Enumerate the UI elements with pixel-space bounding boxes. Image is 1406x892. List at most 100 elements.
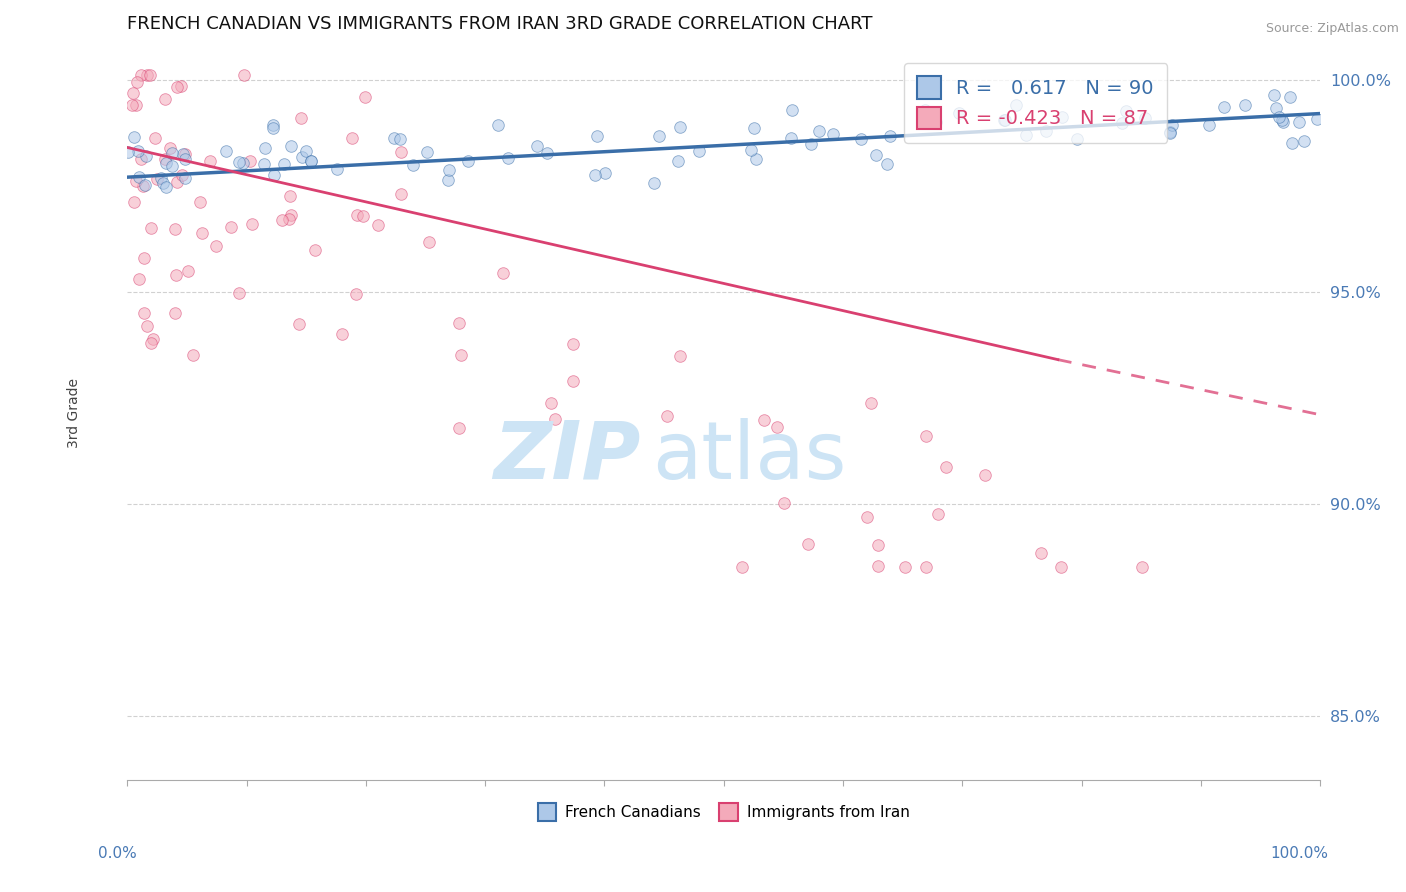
Point xyxy=(159,141,181,155)
Point xyxy=(278,212,301,227)
Point xyxy=(915,428,938,442)
Point xyxy=(1292,134,1315,148)
Point xyxy=(914,103,936,117)
Point xyxy=(744,153,766,167)
Point xyxy=(367,218,389,232)
Point xyxy=(252,157,274,171)
Point xyxy=(1160,118,1182,132)
Point xyxy=(205,238,228,252)
Point xyxy=(536,145,558,160)
Point xyxy=(170,168,193,182)
Point xyxy=(153,152,176,166)
Point xyxy=(125,98,148,112)
Point xyxy=(239,154,262,169)
Point xyxy=(215,144,238,158)
Point xyxy=(1050,110,1073,124)
Point xyxy=(389,132,412,146)
Point xyxy=(299,153,322,168)
Point xyxy=(1111,116,1133,130)
Point xyxy=(1159,124,1181,138)
Point xyxy=(418,235,440,250)
Point xyxy=(927,508,949,522)
Point xyxy=(221,219,243,234)
Point xyxy=(127,144,149,158)
Point xyxy=(232,156,254,170)
Point xyxy=(866,538,889,552)
Point xyxy=(233,68,256,82)
Point xyxy=(176,263,198,277)
Point xyxy=(540,396,562,410)
Point xyxy=(173,147,195,161)
Point xyxy=(280,138,302,153)
Point xyxy=(583,168,606,182)
Point xyxy=(993,113,1015,128)
Text: atlas: atlas xyxy=(652,417,846,496)
Legend: French Canadians, Immigrants from Iran: French Canadians, Immigrants from Iran xyxy=(531,797,915,827)
Point xyxy=(155,92,177,106)
Point xyxy=(1130,560,1153,574)
Point xyxy=(129,153,152,167)
Point xyxy=(346,208,368,222)
Point xyxy=(330,327,353,342)
Point xyxy=(136,68,159,82)
Point xyxy=(1234,98,1257,112)
Point xyxy=(146,171,169,186)
Text: 100.0%: 100.0% xyxy=(1271,847,1329,861)
Point xyxy=(668,349,690,363)
Point xyxy=(1264,101,1286,115)
Point xyxy=(688,145,710,159)
Point xyxy=(851,132,873,146)
Point xyxy=(1133,112,1156,126)
Point xyxy=(740,143,762,157)
Point xyxy=(868,559,890,574)
Point xyxy=(291,150,314,164)
Point xyxy=(382,130,405,145)
Point xyxy=(294,144,316,158)
Point xyxy=(139,335,162,350)
Point xyxy=(1279,90,1302,104)
Point xyxy=(1005,98,1028,112)
Point xyxy=(136,318,159,333)
Point xyxy=(121,86,143,100)
Point xyxy=(155,179,177,194)
Point xyxy=(526,139,548,153)
Point xyxy=(280,208,302,222)
Point xyxy=(796,537,818,551)
Point xyxy=(172,146,194,161)
Point xyxy=(1212,100,1234,114)
Point xyxy=(240,217,263,231)
Point xyxy=(135,149,157,163)
Text: 3rd Grade: 3rd Grade xyxy=(66,377,80,448)
Point xyxy=(228,286,250,301)
Point xyxy=(994,112,1017,127)
Point xyxy=(1115,103,1137,118)
Point xyxy=(152,176,174,190)
Point xyxy=(181,348,204,362)
Point xyxy=(669,120,692,135)
Point xyxy=(389,186,412,201)
Point xyxy=(865,148,887,162)
Point xyxy=(543,411,565,425)
Point xyxy=(290,111,312,125)
Point xyxy=(1049,560,1071,574)
Point xyxy=(198,153,221,168)
Point xyxy=(973,467,995,482)
Point xyxy=(1066,132,1088,146)
Point xyxy=(122,195,145,210)
Point xyxy=(128,272,150,286)
Point xyxy=(439,162,461,177)
Point xyxy=(1159,126,1181,140)
Point xyxy=(562,374,585,388)
Point xyxy=(925,115,948,129)
Point xyxy=(780,131,803,145)
Point xyxy=(191,226,214,240)
Point xyxy=(352,209,374,223)
Point xyxy=(1015,128,1038,142)
Point xyxy=(128,169,150,184)
Point xyxy=(1281,136,1303,151)
Point xyxy=(125,174,148,188)
Point xyxy=(134,178,156,192)
Point xyxy=(561,337,583,351)
Point xyxy=(742,120,765,135)
Point xyxy=(765,419,787,434)
